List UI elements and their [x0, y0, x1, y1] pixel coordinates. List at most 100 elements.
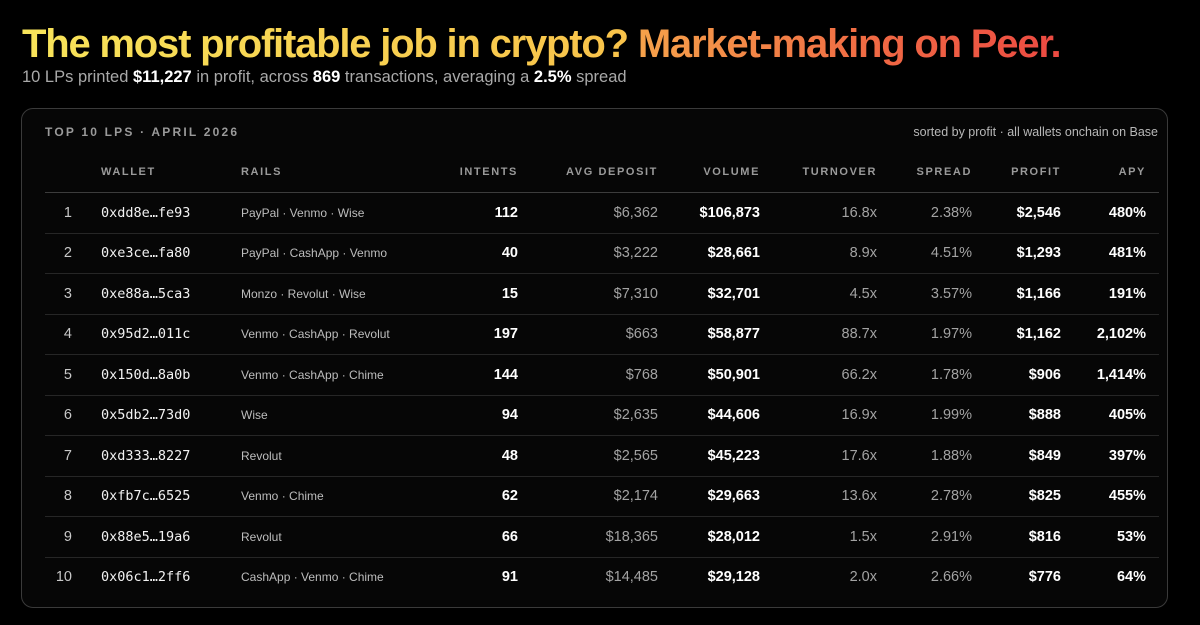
- table-row: 6 0x5db2…73d0 Wise 94 $2,635 $44,606 16.9x 1.99…: [45, 395, 1159, 436]
- title-question: The most profitable job in crypto?: [22, 22, 629, 66]
- col-header-profit: PROFIT: [972, 152, 1061, 193]
- turnover-value: 66.2x: [760, 354, 877, 396]
- volume-value: $45,223: [658, 435, 760, 477]
- summary-profit: $11,227: [133, 68, 192, 86]
- payment-rails: Wise: [241, 395, 436, 436]
- intents-count: 66: [436, 516, 518, 558]
- avg-deposit-value: $18,365: [518, 516, 658, 558]
- turnover-value: 4.5x: [760, 273, 877, 315]
- wallet-address: 0x150d…8a0b: [101, 354, 241, 396]
- volume-value: $28,661: [658, 233, 760, 274]
- wallet-address: 0x95d2…011c: [101, 314, 241, 355]
- table-row: 9 0x88e5…19a6 Revolut 66 $18,365 $28,012 1.5x 2…: [45, 516, 1159, 558]
- apy-value: 455%: [1061, 476, 1159, 517]
- leaderboard-card: TOP 10 LPS · APRIL 2026 sorted by profit…: [21, 108, 1168, 608]
- rank-cell: 4: [45, 314, 101, 355]
- payment-rails: Monzo · Revolut · Wise: [241, 273, 436, 315]
- summary-line: 10 LPs printed $11,227 in profit, across…: [22, 66, 627, 88]
- spread-value: 1.88%: [877, 435, 972, 477]
- col-header-spread: SPREAD: [877, 152, 972, 193]
- turnover-value: 1.5x: [760, 516, 877, 558]
- intents-count: 197: [436, 314, 518, 355]
- avg-deposit-value: $7,310: [518, 273, 658, 315]
- table-row: 1 0xdd8e…fe93 PayPal · Venmo · Wise 112 $6,3…: [45, 192, 1159, 234]
- wallet-address: 0xdd8e…fe93: [101, 192, 241, 234]
- wallet-address: 0x06c1…2ff6: [101, 569, 191, 586]
- profit-value: $825: [972, 476, 1061, 517]
- rank-cell: 9: [45, 516, 101, 558]
- turnover-value: 88.7x: [760, 314, 877, 355]
- payment-rails: PayPal · CashApp · Venmo: [241, 233, 436, 274]
- payment-rails: PayPal · Venmo · Wise: [241, 192, 436, 234]
- spread-value: 2.66%: [930, 569, 972, 586]
- profit-value: $1,166: [972, 273, 1061, 315]
- apy-value: 64%: [1116, 569, 1146, 586]
- profit-value: $816: [972, 516, 1061, 558]
- profit-value: $906: [972, 354, 1061, 396]
- table-row: 8 0xfb7c…6525 Venmo · Chime 62 $2,174 $29,663…: [45, 476, 1159, 517]
- volume-value: $50,901: [658, 354, 760, 396]
- col-header-intents: INTENTS: [436, 152, 518, 193]
- intents-count: 15: [436, 273, 518, 315]
- volume-value: $29,128: [707, 569, 760, 586]
- col-header-turnover: TURNOVER: [760, 152, 877, 193]
- page-title: The most profitable job in crypto? Marke…: [22, 18, 1062, 70]
- intents-count: 112: [436, 192, 518, 234]
- table-row: 4 0x95d2…011c Venmo · CashApp · Revolut 197…: [45, 314, 1159, 355]
- table-body: 1 0xdd8e…fe93 PayPal · Venmo · Wise 112 $6,3…: [45, 192, 1159, 598]
- apy-value: 2,102%: [1061, 314, 1159, 355]
- rank-cell: 8: [45, 476, 101, 517]
- turnover-value: 13.6x: [760, 476, 877, 517]
- col-header-rails: RAILS: [241, 152, 436, 193]
- summary-transactions: 869: [312, 68, 341, 86]
- payment-rails: Venmo · CashApp · Revolut: [241, 314, 436, 355]
- apy-value: 191%: [1061, 273, 1159, 315]
- col-header-avg-deposit: AVG DEPOSIT: [518, 152, 658, 193]
- sort-note: sorted by profit · all wallets onchain o…: [913, 125, 1158, 139]
- wallet-address: 0xd333…8227: [101, 435, 241, 477]
- volume-value: $44,606: [658, 395, 760, 436]
- spread-value: 2.78%: [877, 476, 972, 517]
- turnover-value: 8.9x: [760, 233, 877, 274]
- wallet-address: 0x88e5…19a6: [101, 516, 241, 558]
- apy-value: 53%: [1061, 516, 1159, 558]
- profit-value: $849: [972, 435, 1061, 477]
- rank-cell: 3: [45, 273, 101, 315]
- payment-rails: Venmo · Chime: [241, 476, 436, 517]
- intents-count: 40: [436, 233, 518, 274]
- profit-value: $776: [1028, 569, 1061, 586]
- col-header-wallet: WALLET: [101, 152, 241, 193]
- rank-cell: 6: [45, 395, 101, 436]
- turnover-value: 16.9x: [760, 395, 877, 436]
- wallet-address: 0x5db2…73d0: [101, 395, 241, 436]
- payment-rails: Revolut: [241, 435, 436, 477]
- table-row: 5 0x150d…8a0b Venmo · CashApp · Chime 144 $7…: [45, 354, 1159, 396]
- rank-cell: 2: [45, 233, 101, 274]
- summary-spread: 2.5%: [533, 68, 572, 86]
- col-header-rank: [45, 152, 101, 193]
- table-row: 10 0x06c1…2ff6 CashApp · Venmo · Chime 91 $1…: [45, 557, 1159, 597]
- profit-value: $1,293: [972, 233, 1061, 274]
- spread-value: 1.97%: [877, 314, 972, 355]
- volume-value: $29,663: [658, 476, 760, 517]
- avg-deposit-value: $768: [518, 354, 658, 396]
- payment-rails: Revolut: [241, 516, 436, 558]
- intents-count: 62: [436, 476, 518, 517]
- avg-deposit-value: $663: [518, 314, 658, 355]
- turnover-value: 16.8x: [760, 192, 877, 234]
- avg-deposit-value: $14,485: [605, 569, 658, 586]
- avg-deposit-value: $2,565: [518, 435, 658, 477]
- spread-value: 2.38%: [877, 192, 972, 234]
- avg-deposit-value: $3,222: [518, 233, 658, 274]
- rank-cell: 10: [55, 569, 72, 586]
- rank-cell: 7: [45, 435, 101, 477]
- spread-value: 4.51%: [877, 233, 972, 274]
- avg-deposit-value: $2,174: [518, 476, 658, 517]
- apy-value: 1,414%: [1061, 354, 1159, 396]
- rank-cell: 5: [45, 354, 101, 396]
- col-header-volume: VOLUME: [658, 152, 760, 193]
- profit-value: $2,546: [972, 192, 1061, 234]
- spread-value: 1.99%: [877, 395, 972, 436]
- summary-text-3: transactions, averaging a: [344, 68, 530, 86]
- table-row: 2 0xe3ce…fa80 PayPal · CashApp · Venmo 40 $3…: [45, 233, 1159, 274]
